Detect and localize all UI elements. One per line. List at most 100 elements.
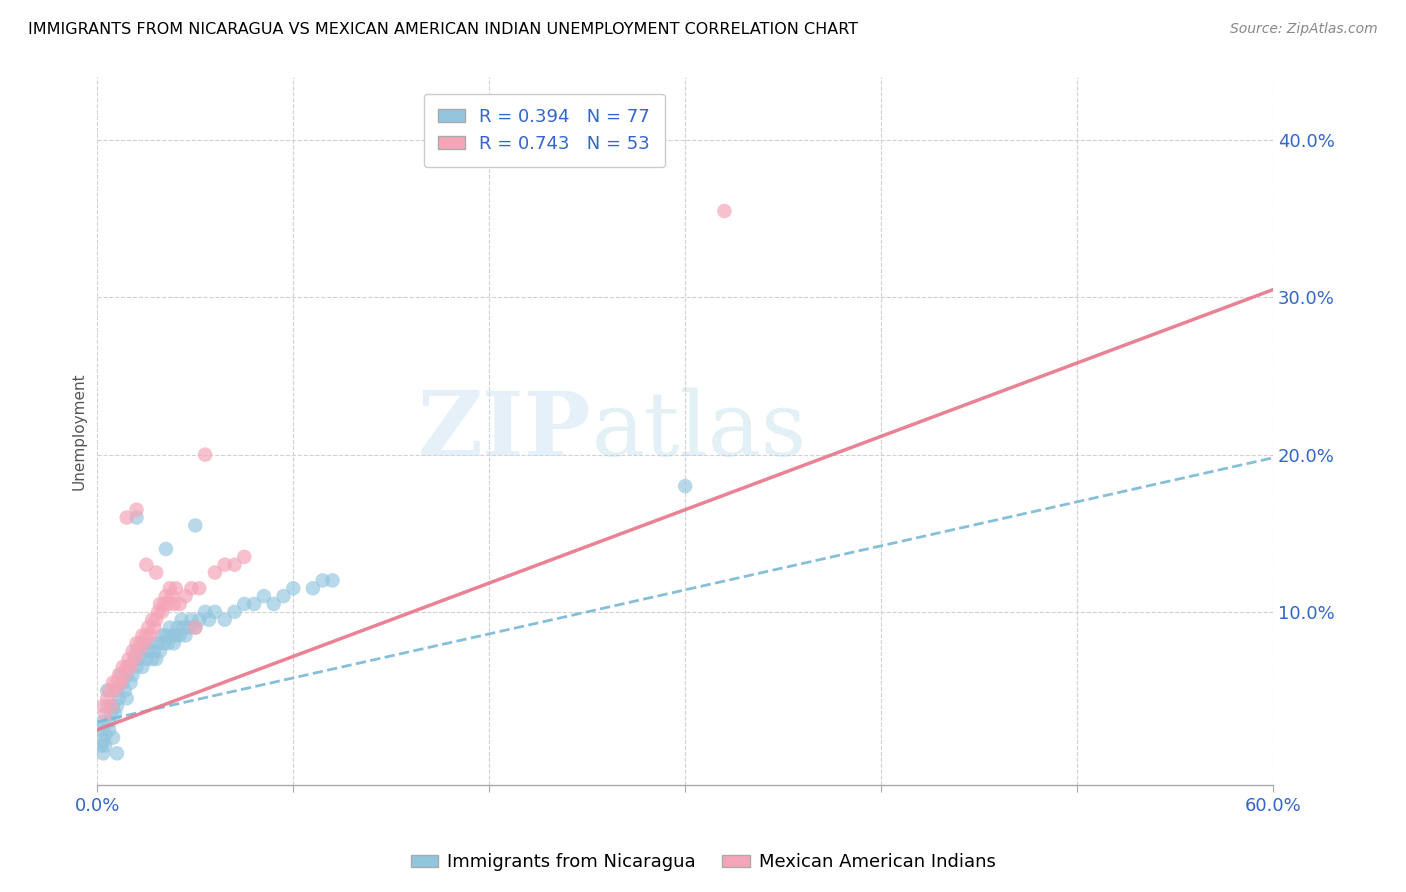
Point bbox=[125, 502, 148, 516]
Point bbox=[125, 660, 148, 674]
Point bbox=[125, 644, 148, 658]
Legend: R = 0.394   N = 77, R = 0.743   N = 53: R = 0.394 N = 77, R = 0.743 N = 53 bbox=[423, 94, 665, 168]
Point bbox=[184, 518, 207, 533]
Text: atlas: atlas bbox=[591, 387, 807, 475]
Point bbox=[174, 589, 197, 603]
Point bbox=[145, 566, 167, 580]
Text: Source: ZipAtlas.com: Source: ZipAtlas.com bbox=[1230, 22, 1378, 37]
Point bbox=[160, 589, 183, 603]
Point bbox=[96, 699, 118, 714]
Point bbox=[253, 589, 276, 603]
Point bbox=[214, 558, 236, 572]
Point bbox=[91, 714, 114, 729]
Point bbox=[105, 699, 128, 714]
Point bbox=[263, 597, 285, 611]
Point bbox=[141, 613, 163, 627]
Point bbox=[120, 675, 142, 690]
Point bbox=[128, 644, 150, 658]
Point bbox=[131, 628, 153, 642]
Point bbox=[135, 558, 157, 572]
Point bbox=[174, 628, 197, 642]
Point bbox=[163, 597, 186, 611]
Point bbox=[169, 597, 191, 611]
Point bbox=[312, 574, 335, 588]
Point bbox=[108, 691, 131, 706]
Point bbox=[114, 667, 136, 681]
Point bbox=[163, 636, 186, 650]
Point bbox=[94, 739, 117, 753]
Point bbox=[108, 667, 131, 681]
Point bbox=[243, 597, 266, 611]
Point bbox=[94, 727, 117, 741]
Point bbox=[160, 628, 183, 642]
Point bbox=[134, 636, 156, 650]
Point bbox=[100, 699, 122, 714]
Point bbox=[153, 597, 176, 611]
Point bbox=[121, 644, 143, 658]
Point bbox=[118, 660, 141, 674]
Point bbox=[165, 628, 187, 642]
Point bbox=[149, 644, 172, 658]
Point bbox=[110, 667, 132, 681]
Point bbox=[131, 660, 153, 674]
Point bbox=[170, 613, 193, 627]
Point bbox=[149, 597, 172, 611]
Point bbox=[136, 644, 159, 658]
Point bbox=[121, 667, 143, 681]
Point bbox=[105, 675, 128, 690]
Y-axis label: Unemployment: Unemployment bbox=[72, 372, 86, 490]
Point bbox=[673, 479, 696, 493]
Text: IMMIGRANTS FROM NICARAGUA VS MEXICAN AMERICAN INDIAN UNEMPLOYMENT CORRELATION CH: IMMIGRANTS FROM NICARAGUA VS MEXICAN AME… bbox=[28, 22, 858, 37]
Point bbox=[125, 636, 148, 650]
Point bbox=[98, 714, 121, 729]
Point bbox=[166, 621, 188, 635]
Point bbox=[159, 621, 181, 635]
Point bbox=[145, 652, 167, 666]
Point bbox=[91, 733, 114, 747]
Point bbox=[233, 549, 256, 564]
Point bbox=[91, 747, 114, 761]
Text: ZIP: ZIP bbox=[418, 388, 591, 475]
Point bbox=[155, 541, 177, 556]
Point bbox=[224, 558, 246, 572]
Legend: Immigrants from Nicaragua, Mexican American Indians: Immigrants from Nicaragua, Mexican Ameri… bbox=[404, 847, 1002, 879]
Point bbox=[184, 621, 207, 635]
Point bbox=[214, 613, 236, 627]
Point bbox=[90, 739, 112, 753]
Point bbox=[118, 652, 141, 666]
Point bbox=[115, 660, 138, 674]
Point bbox=[146, 605, 169, 619]
Point bbox=[91, 699, 114, 714]
Point bbox=[204, 605, 226, 619]
Point bbox=[90, 723, 112, 737]
Point bbox=[302, 582, 325, 596]
Point bbox=[135, 628, 157, 642]
Point bbox=[129, 636, 152, 650]
Point bbox=[94, 706, 117, 721]
Point bbox=[184, 621, 207, 635]
Point bbox=[111, 675, 134, 690]
Point bbox=[115, 691, 138, 706]
Point bbox=[104, 706, 127, 721]
Point bbox=[128, 652, 150, 666]
Point bbox=[155, 589, 177, 603]
Point bbox=[143, 644, 166, 658]
Point bbox=[146, 636, 169, 650]
Point bbox=[180, 582, 202, 596]
Point bbox=[155, 628, 177, 642]
Point bbox=[105, 683, 128, 698]
Point bbox=[139, 636, 162, 650]
Point bbox=[169, 628, 191, 642]
Point bbox=[194, 448, 217, 462]
Point bbox=[125, 510, 148, 524]
Point bbox=[198, 613, 221, 627]
Point bbox=[100, 706, 122, 721]
Point bbox=[159, 582, 181, 596]
Point bbox=[129, 644, 152, 658]
Point bbox=[194, 605, 217, 619]
Point bbox=[114, 683, 136, 698]
Point bbox=[101, 675, 124, 690]
Point bbox=[173, 621, 195, 635]
Point bbox=[104, 683, 127, 698]
Point bbox=[145, 613, 167, 627]
